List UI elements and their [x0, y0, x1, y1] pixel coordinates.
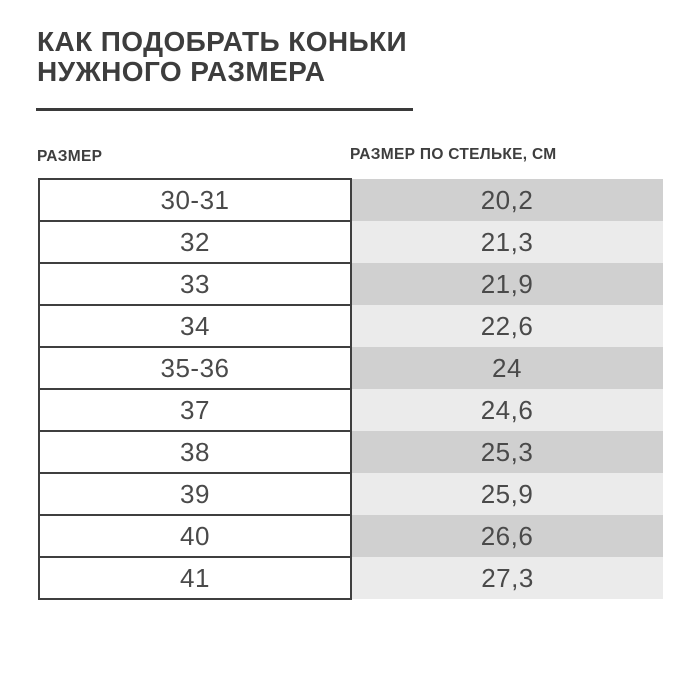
insole-cell: 26,6 [351, 515, 663, 557]
table-row: 34 22,6 [38, 304, 663, 348]
insole-cell: 21,3 [351, 221, 663, 263]
insole-cell: 20,2 [351, 179, 663, 221]
column-header-insole: РАЗМЕР ПО СТЕЛЬКЕ, СМ [350, 146, 557, 163]
insole-cell: 24,6 [351, 389, 663, 431]
table-row: 35-36 24 [38, 346, 663, 390]
column-headers: РАЗМЕР РАЗМЕР ПО СТЕЛЬКЕ, СМ [37, 146, 667, 166]
size-cell: 34 [38, 304, 352, 348]
size-table: 30-31 20,2 32 21,3 33 21,9 34 22,6 35-36 24 37 24,6… [38, 178, 664, 600]
table-row: 40 26,6 [38, 514, 663, 558]
table-row: 37 24,6 [38, 388, 663, 432]
page-title-line2: НУЖНОГО РАЗМЕРА [37, 56, 326, 87]
insole-cell: 27,3 [351, 557, 663, 599]
table-row: 33 21,9 [38, 262, 663, 306]
size-cell: 39 [38, 472, 352, 516]
insole-cell: 21,9 [351, 263, 663, 305]
size-cell: 38 [38, 430, 352, 474]
size-cell: 41 [38, 556, 352, 600]
page-title: КАК ПОДОБРАТЬ КОНЬКИ НУЖНОГО РАЗМЕРА [37, 27, 407, 87]
size-cell: 40 [38, 514, 352, 558]
table-row: 39 25,9 [38, 472, 663, 516]
insole-cell: 24 [351, 347, 663, 389]
page-title-line1: КАК ПОДОБРАТЬ КОНЬКИ [37, 26, 408, 57]
size-cell: 30-31 [38, 178, 352, 222]
table-row: 41 27,3 [38, 556, 663, 600]
table-row: 32 21,3 [38, 220, 663, 264]
title-underline [36, 108, 413, 111]
table-row: 38 25,3 [38, 430, 663, 474]
column-header-size: РАЗМЕР [37, 148, 103, 165]
insole-cell: 25,3 [351, 431, 663, 473]
size-cell: 37 [38, 388, 352, 432]
size-cell: 33 [38, 262, 352, 306]
insole-cell: 22,6 [351, 305, 663, 347]
insole-cell: 25,9 [351, 473, 663, 515]
size-cell: 32 [38, 220, 352, 264]
size-cell: 35-36 [38, 346, 352, 390]
table-row: 30-31 20,2 [38, 178, 663, 222]
